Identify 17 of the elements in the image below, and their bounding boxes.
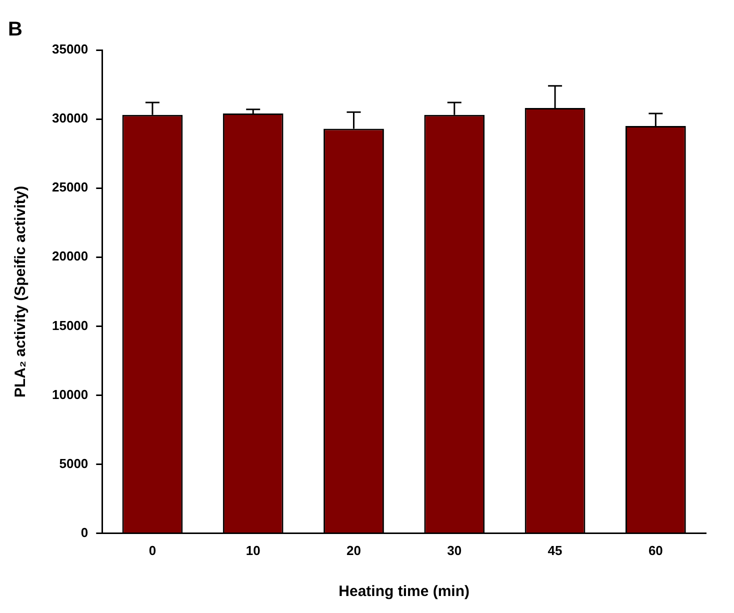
y-tick-label: 35000: [52, 42, 88, 57]
y-tick-label: 0: [80, 524, 88, 540]
y-tick-label: 10000: [52, 386, 88, 402]
x-tick-label: 0: [148, 542, 156, 558]
y-tick-label: 15000: [52, 318, 88, 333]
y-tick-label: 20000: [52, 248, 88, 264]
y-tick-label: 25000: [52, 180, 88, 195]
x-tick-label: 45: [548, 542, 562, 558]
x-axis-title: Heating time (min): [338, 583, 470, 600]
chart-title: B: [8, 18, 22, 41]
y-tick-label: 30000: [52, 110, 88, 126]
y-axis-title: PLA₂ activity (Speific activity): [12, 186, 30, 398]
x-tick-label: 20: [346, 542, 361, 558]
x-tick-label: 10: [246, 542, 260, 558]
x-tick-label: 60: [648, 542, 663, 558]
y-tick-label: 5000: [59, 456, 88, 471]
x-tick-label: 30: [447, 542, 462, 558]
